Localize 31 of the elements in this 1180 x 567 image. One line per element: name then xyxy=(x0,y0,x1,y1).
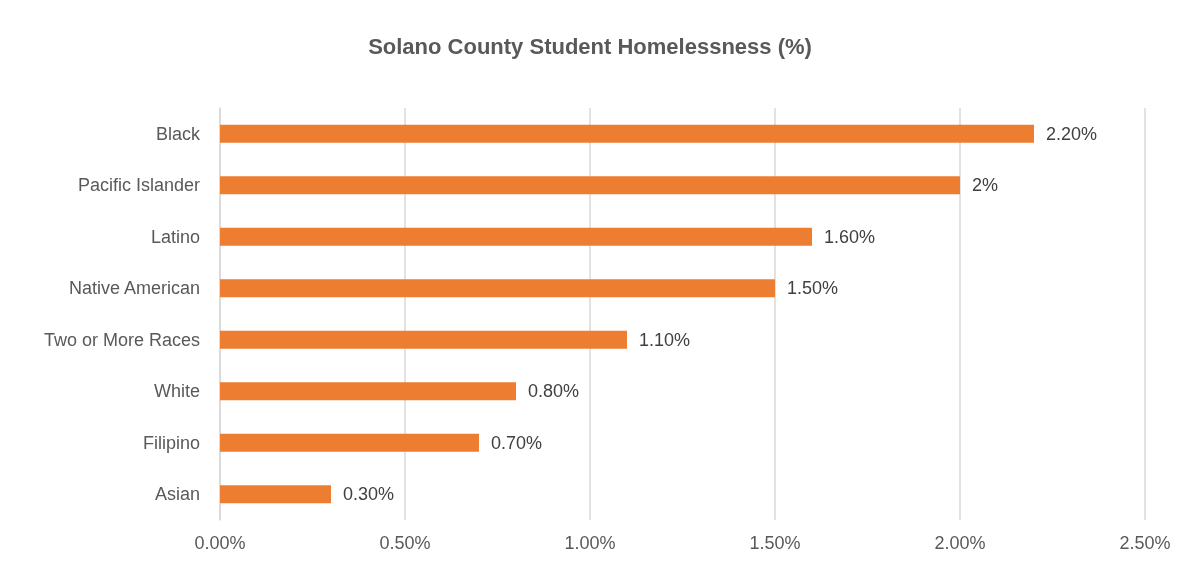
data-label: 1.60% xyxy=(824,226,876,247)
data-label: 2% xyxy=(972,175,999,196)
y-tick-label: Asian xyxy=(154,484,200,505)
x-tick-label: 2.00% xyxy=(934,533,986,553)
data-label: 1.10% xyxy=(639,329,691,350)
x-tick-label: 0.50% xyxy=(379,533,431,553)
y-tick-label: Latino xyxy=(150,226,200,247)
bar xyxy=(220,279,775,298)
data-label: 0.70% xyxy=(491,432,543,453)
bar xyxy=(220,227,812,246)
x-tick-label: 1.00% xyxy=(564,533,616,553)
y-tick-label: White xyxy=(153,381,200,402)
bar xyxy=(220,382,516,401)
bar xyxy=(220,176,960,195)
bar xyxy=(220,485,331,504)
y-tick-label: Two or More Races xyxy=(43,329,200,350)
y-tick-label: Filipino xyxy=(142,432,200,453)
bar xyxy=(220,330,627,349)
data-label: 0.30% xyxy=(343,484,395,505)
data-label: 1.50% xyxy=(787,278,839,299)
y-tick-label: Pacific Islander xyxy=(77,175,200,196)
x-tick-label: 2.50% xyxy=(1119,533,1171,553)
y-tick-label: Black xyxy=(155,123,201,144)
bar xyxy=(220,124,1034,143)
bar xyxy=(220,433,479,452)
x-tick-label: 0.00% xyxy=(194,533,246,553)
data-label: 2.20% xyxy=(1046,123,1098,144)
x-tick-label: 1.50% xyxy=(749,533,801,553)
chart-title: Solano County Student Homelessness (%) xyxy=(368,33,812,59)
y-tick-label: Native American xyxy=(68,278,200,299)
data-label: 0.80% xyxy=(528,381,580,402)
